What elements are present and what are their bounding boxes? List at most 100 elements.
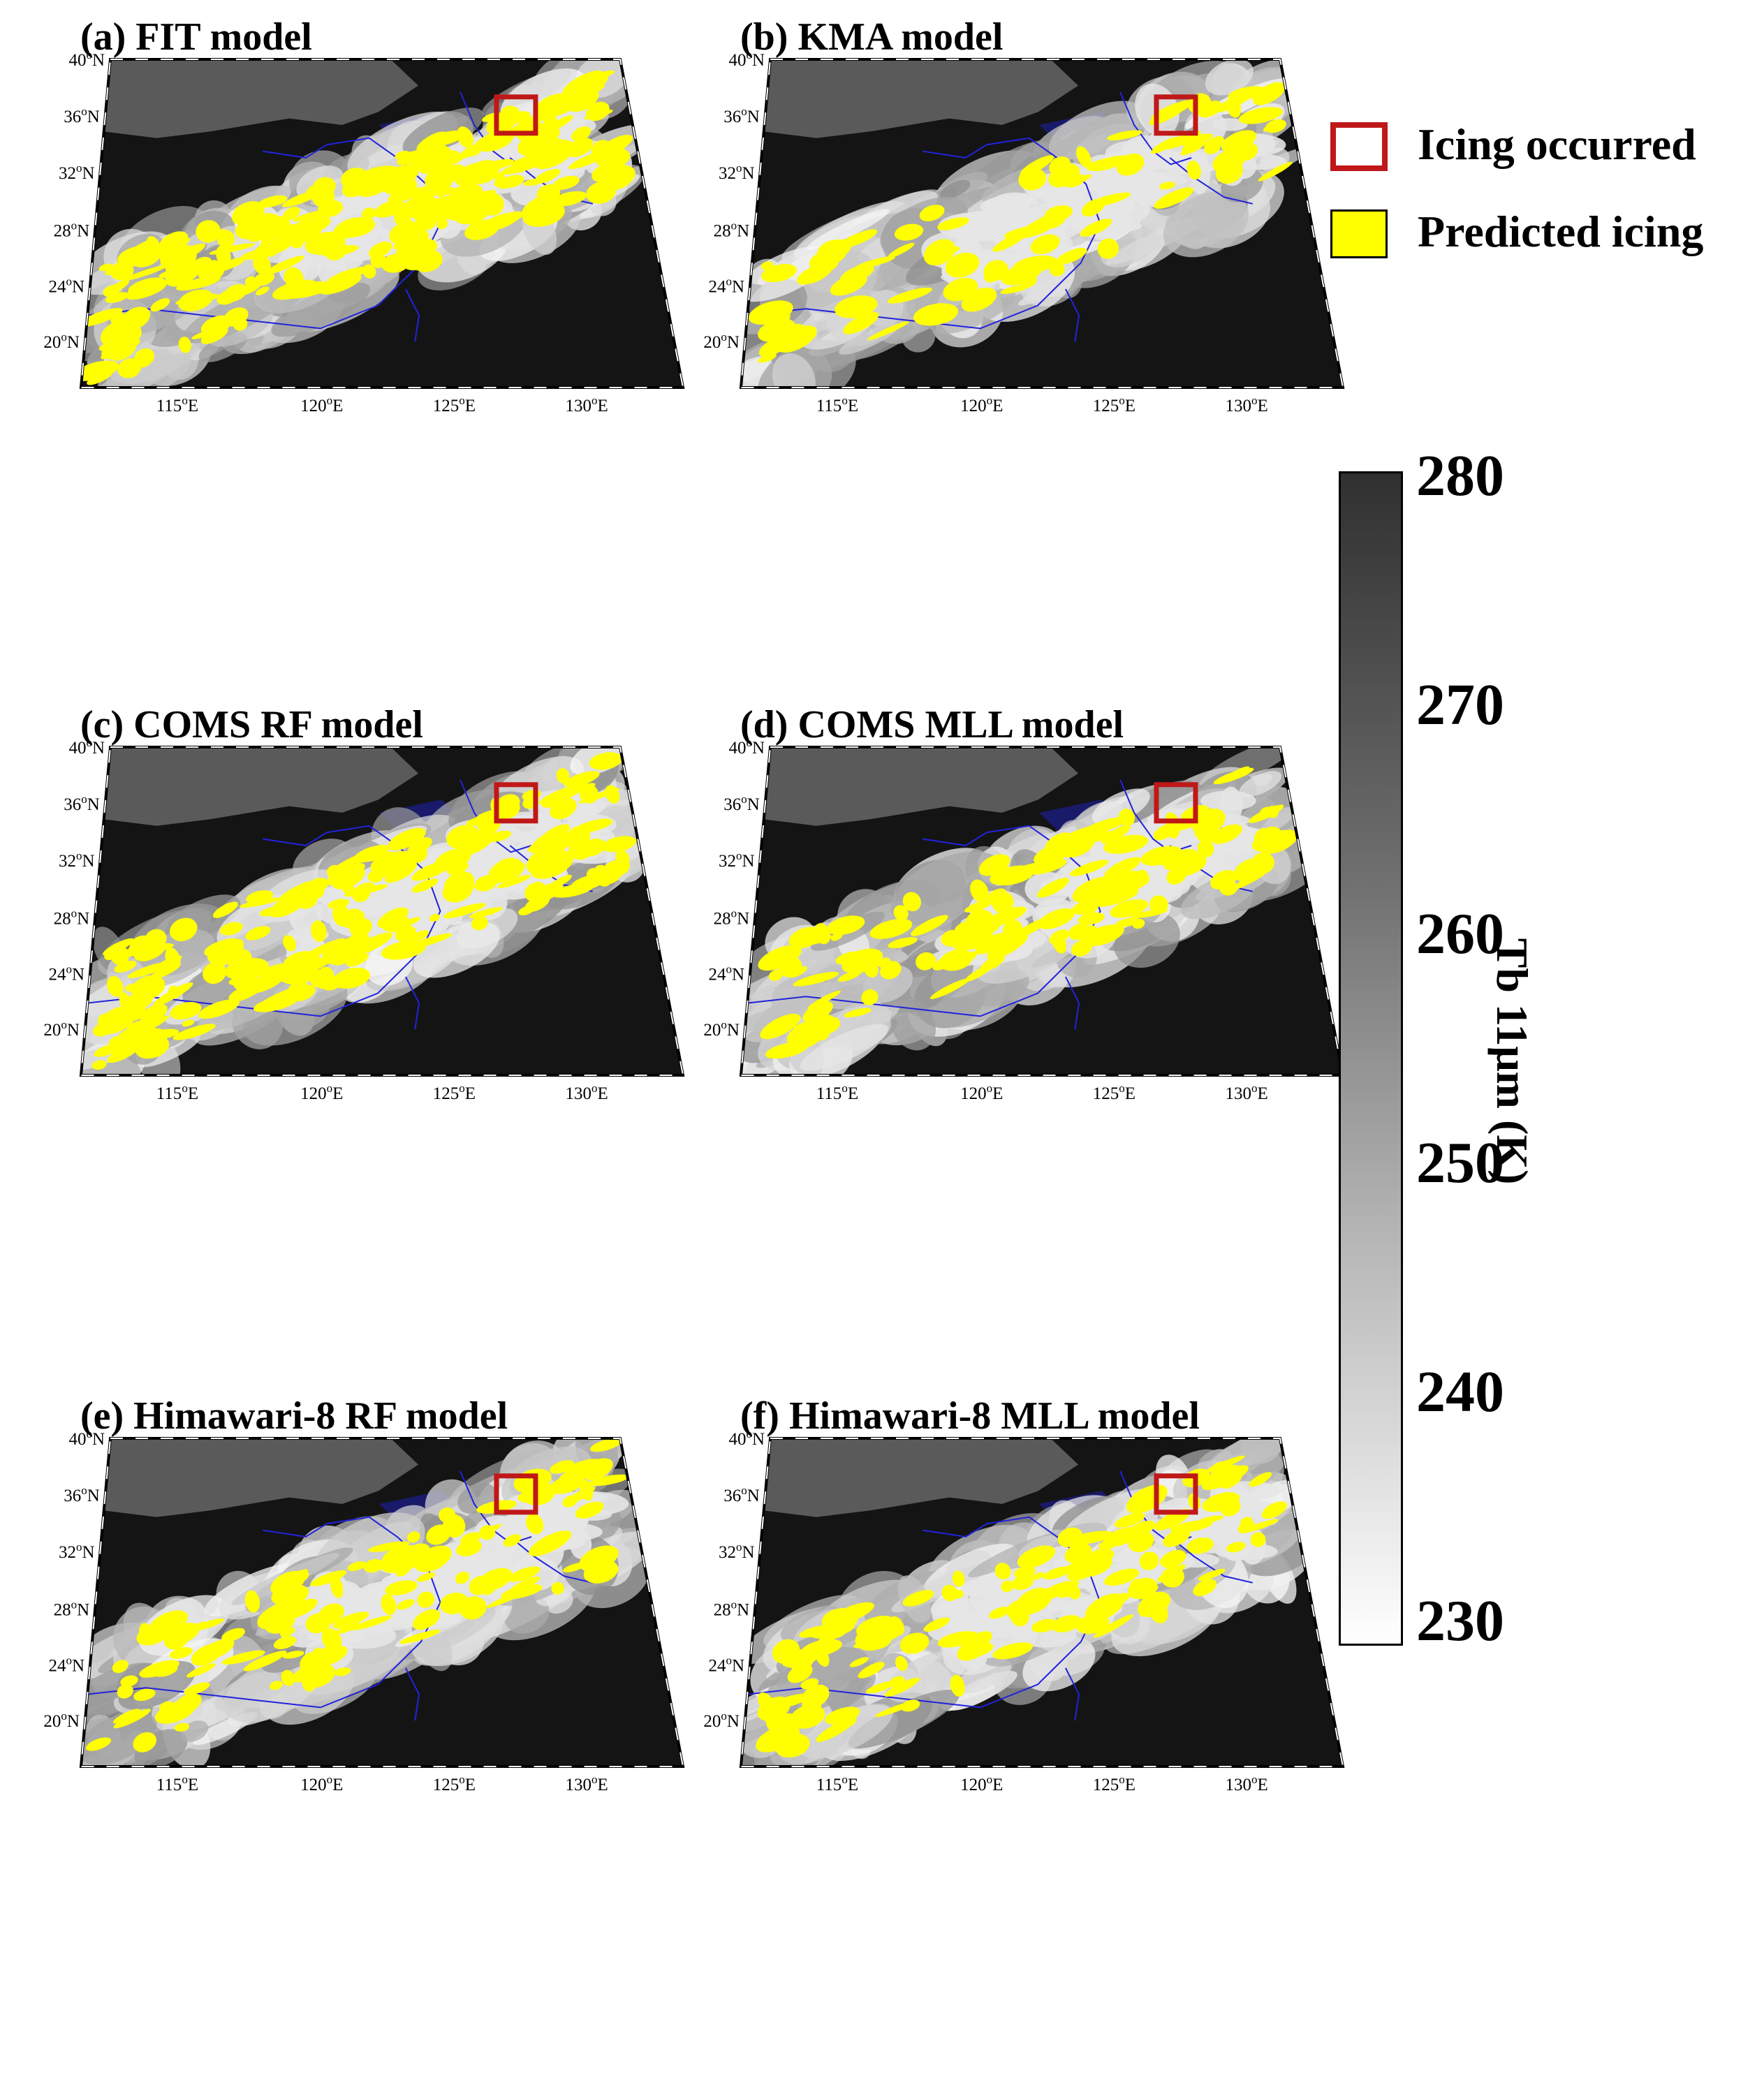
lon-label: 115oE (816, 394, 858, 415)
icing-patch (1075, 1614, 1110, 1635)
icing-patch (471, 916, 488, 931)
icing-patch (486, 1591, 526, 1608)
icing-patch (325, 267, 368, 286)
icing-patch (93, 1022, 114, 1037)
icing-patch (586, 181, 616, 204)
icing-patch (109, 943, 129, 966)
lon-label: 130oE (565, 1082, 608, 1103)
icing-patch (381, 915, 410, 933)
map-frame (739, 58, 1345, 389)
icing-patch (388, 827, 426, 850)
icing-patch (1131, 909, 1168, 919)
icing-patch (849, 1657, 869, 1667)
icing-patch (1166, 867, 1186, 885)
cloud-patch (1092, 788, 1150, 825)
icing-patch (140, 1003, 168, 1024)
icing-patch (1193, 1579, 1217, 1597)
icing-patch (575, 1501, 604, 1519)
icing-patch (894, 223, 924, 241)
lat-label: 32oN (719, 161, 755, 183)
icing-patch (283, 207, 300, 221)
icing-patch (98, 263, 112, 272)
icing-patch (1013, 255, 1057, 274)
icing-patch (874, 1701, 916, 1718)
icing-patch (769, 314, 789, 330)
lat-label: 40oN (728, 48, 765, 70)
icing-patch (584, 109, 613, 120)
icing-patch (564, 771, 600, 788)
predicted-icing-swatch (1330, 209, 1388, 258)
lat-label: 20oN (703, 330, 740, 352)
icing-patch (1093, 1614, 1133, 1638)
land-area (763, 59, 1078, 138)
icing-patch (535, 146, 573, 170)
icing-patch (1219, 880, 1238, 896)
icing-patch (172, 1622, 200, 1643)
lon-label: 115oE (816, 1773, 858, 1794)
icing-patch (552, 883, 594, 898)
icing-patch (429, 913, 440, 922)
icing-occurred-box (494, 94, 538, 136)
cold-cloud-patch (1085, 1580, 1110, 1595)
cloud-patch (935, 289, 1016, 334)
icing-patch (809, 252, 832, 271)
icing-patch (1254, 827, 1275, 848)
icing-patch (159, 1701, 175, 1713)
icing-patch (412, 249, 443, 272)
icing-patch (1250, 1532, 1266, 1547)
coast-line (1065, 976, 1080, 1030)
cloud-patch (800, 1024, 888, 1071)
icing-patch (758, 337, 788, 357)
lon-label: 130oE (1225, 394, 1267, 415)
cold-cloud-patch (994, 192, 1036, 209)
icing-patch (1071, 939, 1093, 957)
coast-line (1169, 1536, 1254, 1584)
lon-label: 120oE (300, 394, 343, 415)
icing-patch (91, 1060, 107, 1070)
lat-label: 28oN (714, 219, 750, 240)
cloud-patch (940, 179, 971, 199)
icing-patch (464, 219, 499, 240)
icing-patch (919, 205, 945, 221)
coast-line (1169, 157, 1254, 205)
icing-patch (219, 922, 243, 936)
icing-patch (127, 961, 170, 978)
icing-patch (574, 818, 613, 834)
icing-patch (497, 874, 531, 889)
legend-label: Icing occurred (1418, 119, 1696, 169)
lat-label: 24oN (708, 962, 744, 984)
icing-patch (272, 279, 318, 300)
icing-patch (128, 277, 166, 295)
lon-label: 130oE (565, 394, 608, 415)
icing-patch (1031, 1572, 1045, 1580)
colorbar-tick: 250 (1416, 1130, 1504, 1195)
lat-label: 24oN (48, 1653, 84, 1675)
icing-patch (269, 1681, 283, 1690)
lat-label: 20oN (703, 1018, 740, 1040)
icing-patch (1047, 915, 1059, 927)
icing-patch (567, 1487, 596, 1503)
icing-patch (316, 232, 336, 250)
icing-patch (308, 1645, 348, 1667)
icing-patch (528, 835, 564, 853)
lat-label: 40oN (68, 736, 105, 758)
icing-patch (1042, 1580, 1080, 1596)
icing-patch (382, 1544, 423, 1567)
icing-occurred-swatch (1330, 122, 1388, 171)
cloud-patch (1205, 59, 1254, 96)
lat-label: 28oN (54, 906, 90, 928)
lat-label: 36oN (64, 792, 100, 814)
icing-patch (133, 1688, 156, 1702)
icing-patch (1197, 840, 1214, 857)
cloud-patch (413, 921, 501, 978)
icing-patch (381, 1593, 397, 1615)
icing-patch (992, 1642, 1033, 1660)
icing-patch (964, 899, 994, 913)
icing-patch (1038, 211, 1066, 230)
map: 40oN 36oN 32oN 28oN 24oN 20oN 115oE 120oE 125oE 1… (703, 1427, 1345, 1794)
map: 40oN 36oN 32oN 28oN 24oN 20oN 115oE 120oE 125oE 1… (43, 48, 685, 415)
icing-patch (802, 1001, 833, 1023)
icing-patch (280, 1627, 295, 1637)
icing-patch (411, 860, 452, 881)
cloud-patch (214, 1672, 281, 1713)
